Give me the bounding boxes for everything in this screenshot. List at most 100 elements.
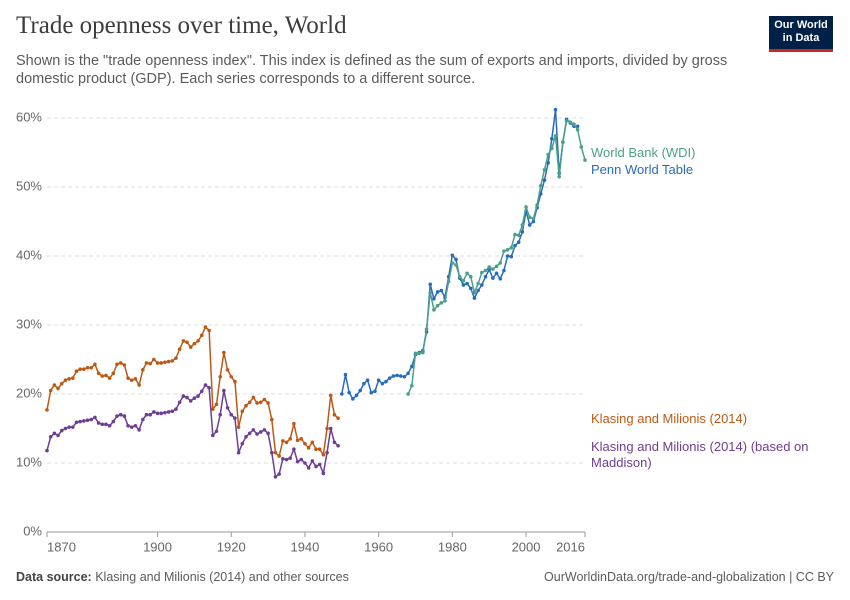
data-point	[564, 118, 569, 123]
data-point	[480, 270, 484, 275]
data-point	[321, 452, 326, 457]
data-point	[373, 389, 377, 394]
data-point	[336, 443, 340, 448]
data-point	[472, 296, 477, 300]
data-point	[52, 383, 57, 387]
data-point	[502, 268, 506, 273]
logo[interactable]: Our World in Data	[769, 16, 833, 52]
data-point	[207, 328, 211, 333]
data-point	[332, 440, 337, 445]
data-point	[233, 379, 237, 384]
data-point	[354, 393, 359, 398]
source-label: Data source:	[16, 570, 92, 584]
data-point	[317, 447, 322, 452]
x-tick-label: 1870	[47, 539, 76, 554]
data-point	[502, 249, 506, 253]
data-point	[48, 434, 53, 439]
data-point	[229, 412, 234, 417]
data-point	[487, 265, 491, 269]
data-point	[258, 430, 263, 434]
data-point	[214, 402, 219, 407]
footer-url[interactable]: OurWorldinData.org/trade-and-globalizati…	[544, 570, 834, 584]
data-point	[155, 361, 160, 365]
data-point	[155, 411, 160, 416]
data-point	[321, 471, 326, 476]
data-point	[229, 374, 234, 379]
data-point	[424, 327, 429, 331]
data-point	[63, 426, 68, 431]
data-point	[336, 416, 340, 420]
data-point	[85, 418, 90, 423]
y-tick-label: 0%	[23, 523, 42, 538]
data-point	[568, 120, 573, 124]
data-point	[115, 362, 119, 367]
data-point	[174, 407, 178, 411]
data-point	[67, 377, 71, 381]
data-point	[141, 417, 145, 422]
data-point	[402, 374, 407, 379]
data-point	[550, 146, 554, 151]
data-point	[483, 274, 488, 279]
legend-label[interactable]: Penn World Table	[591, 162, 694, 177]
data-point	[82, 419, 86, 423]
data-point	[432, 308, 436, 312]
data-point	[583, 158, 587, 162]
data-point	[93, 415, 97, 420]
data-point	[310, 440, 315, 445]
data-point	[439, 288, 444, 293]
data-point	[185, 340, 189, 345]
data-point	[240, 441, 245, 446]
data-point	[435, 290, 440, 294]
data-point	[166, 359, 171, 364]
data-point	[218, 412, 222, 417]
data-point	[122, 363, 127, 367]
data-point	[251, 428, 256, 432]
data-point	[457, 274, 462, 279]
y-tick-label: 40%	[16, 247, 42, 262]
data-point	[59, 428, 64, 433]
y-tick-label: 10%	[16, 454, 42, 469]
data-point	[347, 390, 351, 395]
data-point	[185, 395, 189, 400]
series-line	[407, 119, 586, 395]
data-point	[395, 373, 399, 378]
data-point	[273, 450, 278, 455]
series-line	[46, 325, 339, 458]
data-point	[509, 245, 514, 250]
data-point	[126, 376, 130, 380]
data-point	[52, 431, 57, 436]
legend-label[interactable]: Klasing and Milionis (2014)	[591, 411, 748, 426]
data-point	[281, 457, 285, 461]
data-point	[494, 264, 499, 269]
data-point	[310, 459, 315, 463]
data-point	[137, 428, 141, 432]
legend-label[interactable]: Klasing and Milionis (2014) (based on Ma…	[591, 439, 809, 470]
data-point	[446, 279, 451, 284]
data-point	[59, 381, 64, 386]
data-point	[144, 361, 149, 365]
data-point	[74, 420, 79, 425]
data-point	[148, 412, 152, 417]
data-point	[531, 219, 536, 224]
data-point	[56, 433, 60, 438]
data-point	[362, 381, 366, 386]
data-point	[306, 446, 311, 450]
data-point	[553, 107, 558, 112]
y-tick-label: 50%	[16, 178, 42, 193]
legend-label[interactable]: World Bank (WDI)	[591, 145, 696, 160]
data-point	[439, 301, 444, 305]
data-point	[107, 376, 112, 380]
x-tick-label: 1980	[438, 539, 467, 554]
data-point	[45, 408, 49, 412]
data-point	[177, 400, 182, 405]
data-point	[236, 425, 241, 429]
data-point	[70, 425, 75, 429]
data-point	[82, 367, 86, 371]
data-point	[398, 374, 403, 378]
data-point	[85, 365, 90, 370]
data-point	[314, 447, 318, 452]
data-point	[575, 127, 580, 132]
data-point	[550, 136, 554, 141]
data-point	[303, 441, 307, 446]
data-point	[343, 372, 348, 377]
